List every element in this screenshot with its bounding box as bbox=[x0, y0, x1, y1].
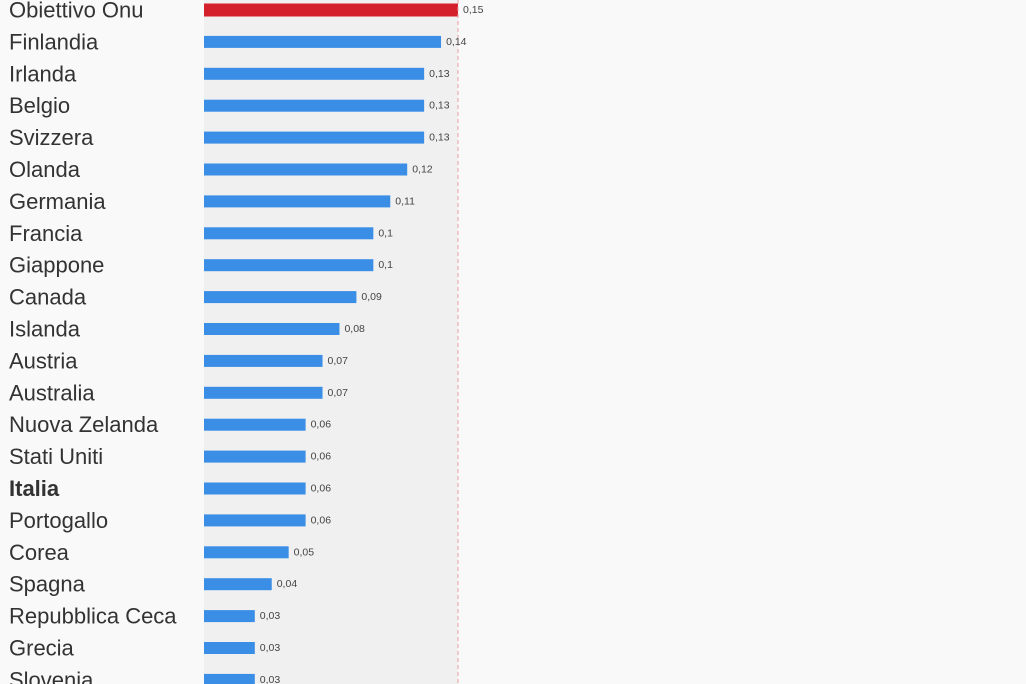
value-label-olanda: 0,12 bbox=[412, 164, 433, 176]
bar-belgio bbox=[204, 99, 425, 112]
value-label-corea: 0,05 bbox=[294, 546, 315, 558]
value-label-obiettivo-onu: 0,15 bbox=[463, 4, 484, 16]
bar-svizzera bbox=[204, 131, 425, 144]
bar-grecia bbox=[204, 642, 255, 654]
category-label-stati-uniti: Stati Uniti bbox=[9, 444, 103, 469]
category-label-francia: Francia bbox=[9, 221, 83, 246]
value-label-stati-uniti: 0,06 bbox=[311, 451, 332, 463]
category-label-spagna: Spagna bbox=[9, 572, 86, 597]
category-label-finlandia: Finlandia bbox=[9, 29, 99, 54]
bar-australia bbox=[204, 386, 323, 399]
category-label-canada: Canada bbox=[9, 285, 87, 310]
value-label-belgio: 0,13 bbox=[429, 100, 450, 112]
value-label-islanda: 0,08 bbox=[344, 323, 365, 335]
value-label-germania: 0,11 bbox=[395, 195, 415, 207]
category-label-corea: Corea bbox=[9, 540, 70, 565]
value-label-canada: 0,09 bbox=[361, 291, 382, 303]
bar-germania bbox=[204, 195, 391, 208]
bar-italia bbox=[204, 482, 306, 495]
value-label-spagna: 0,04 bbox=[277, 578, 298, 590]
value-label-repubblica-ceca: 0,03 bbox=[260, 610, 281, 622]
value-label-giappone: 0,1 bbox=[378, 259, 393, 271]
category-label-grecia: Grecia bbox=[9, 636, 75, 661]
category-label-belgio: Belgio bbox=[9, 93, 70, 118]
bars-layer bbox=[204, 3, 458, 684]
category-label-slovenia: Slovenia bbox=[9, 667, 94, 684]
value-label-austria: 0,07 bbox=[328, 355, 349, 367]
value-label-finlandia: 0,14 bbox=[446, 36, 467, 48]
category-label-nuova-zelanda: Nuova Zelanda bbox=[9, 412, 159, 437]
bar-canada bbox=[204, 291, 357, 304]
bar-obiettivo-onu bbox=[204, 3, 458, 17]
bar-slovenia bbox=[204, 673, 255, 684]
value-label-irlanda: 0,13 bbox=[429, 68, 450, 80]
category-label-svizzera: Svizzera bbox=[9, 125, 94, 150]
bar-portogallo bbox=[204, 514, 306, 527]
category-label-repubblica-ceca: Repubblica Ceca bbox=[9, 604, 177, 629]
value-label-portogallo: 0,06 bbox=[311, 514, 332, 526]
category-label-irlanda: Irlanda bbox=[9, 61, 77, 86]
value-label-australia: 0,07 bbox=[328, 387, 349, 399]
bar-spagna bbox=[204, 578, 272, 591]
category-label-austria: Austria bbox=[9, 348, 78, 373]
plot-area-background bbox=[204, 0, 458, 684]
bar-islanda bbox=[204, 323, 340, 335]
bar-stati-uniti bbox=[204, 450, 306, 463]
category-label-islanda: Islanda bbox=[9, 317, 81, 342]
value-label-slovenia: 0,03 bbox=[260, 674, 281, 684]
value-label-svizzera: 0,13 bbox=[429, 132, 450, 144]
bar-repubblica-ceca bbox=[204, 610, 255, 623]
category-label-germania: Germania bbox=[9, 189, 106, 214]
bar-olanda bbox=[204, 163, 408, 176]
category-label-australia: Australia bbox=[9, 380, 95, 405]
bar-austria bbox=[204, 354, 323, 367]
bar-irlanda bbox=[204, 67, 425, 80]
bar-giappone bbox=[204, 259, 374, 272]
value-label-grecia: 0,03 bbox=[260, 642, 281, 654]
value-label-italia: 0,06 bbox=[311, 483, 332, 495]
bar-nuova-zelanda bbox=[204, 418, 306, 431]
category-label-obiettivo-onu: Obiettivo Onu bbox=[9, 0, 144, 23]
labels-layer: Obiettivo Onu 0,15 Finlandia 0,14 Irlanda 0,1… bbox=[9, 0, 484, 684]
category-label-portogallo: Portogallo bbox=[9, 508, 108, 533]
bar-francia bbox=[204, 227, 374, 240]
value-label-francia: 0,1 bbox=[378, 227, 393, 239]
category-label-olanda: Olanda bbox=[9, 157, 81, 182]
value-label-nuova-zelanda: 0,06 bbox=[311, 419, 332, 431]
category-label-italia: Italia bbox=[9, 476, 60, 501]
bar-corea bbox=[204, 546, 289, 559]
category-label-giappone: Giappone bbox=[9, 253, 104, 278]
bar-finlandia bbox=[204, 35, 442, 48]
